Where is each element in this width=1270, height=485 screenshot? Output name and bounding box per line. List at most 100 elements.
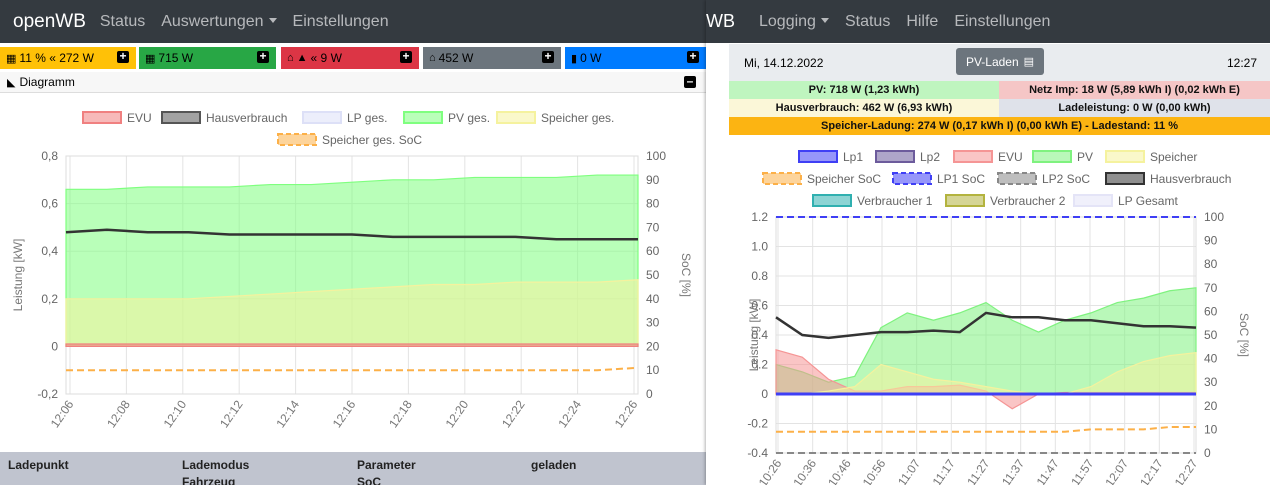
nav-einstellungen[interactable]: Einstellungen [954,12,1051,30]
x-tick-label: 12:27 [1172,456,1201,485]
date-label: Mi, 14.12.2022 [744,56,824,70]
y2-tick-label: 100 [646,149,666,163]
tile-speicher[interactable]: ▦ 11 % « 272 W + [0,47,136,69]
tile-haus-value: 452 W [438,51,474,65]
y-tick-label: -0,2 [37,387,58,401]
caret-down-icon [268,17,277,23]
status-row: Mi, 14.12.2022 PV-Laden ▤ 12:27 [729,44,1270,82]
x-tick-label: 11:17 [930,456,958,485]
legend-label-hausverbrauch: Hausverbrauch [206,111,287,125]
expand-icon[interactable]: + [687,50,699,63]
panel-title: Diagramm [19,75,75,89]
y2-tick-label: 10 [1204,422,1218,436]
series-speicher [776,352,1197,395]
x-tick-label: 12:20 [443,397,472,430]
tile-haus[interactable]: ⌂ 452 W + [423,47,561,69]
series-speicher-soc [776,426,1196,433]
nav-hilfe[interactable]: Hilfe [906,12,939,30]
ladepunkt-table-header: Ladepunkt Lademodus Parameter geladen Fa… [0,452,706,485]
col-fahrzeug: Fahrzeug [182,475,236,485]
tile-evu-value: « 9 W [310,51,342,65]
expand-icon[interactable]: + [257,50,269,63]
area-chart-icon: ◣ [7,76,16,89]
legend-swatch-verbraucher-1 [812,194,852,207]
collapse-icon[interactable]: – [684,75,696,88]
caret-down-icon [820,17,829,23]
legend-swatch-hausverbrauch [161,111,201,124]
battery-icon: ▦ [6,52,17,65]
y2-tick-label: 100 [1204,210,1224,224]
time-label: 12:27 [1226,56,1257,70]
x-tick-label: 10:46 [825,456,854,485]
x-tick-label: 12:22 [499,397,528,430]
col-ladepunkt: Ladepunkt [8,458,69,472]
y-tick-label: 0,6 [41,197,58,211]
pv-laden-button[interactable]: PV-Laden ▤ [956,48,1044,75]
left-navbar: openWB Status Auswertungen Einstellungen [0,0,706,43]
car-icon: ▤ [1023,56,1035,68]
y-tick-label: 0.8 [751,269,768,283]
expand-icon[interactable]: + [542,50,554,63]
legend-label-speicher-ges: Speicher ges. [541,111,614,125]
x-tick-label: 12:26 [612,397,641,430]
nav-auswertungen[interactable]: Auswertungen [161,12,277,31]
power-tiles: ▦ 11 % « 272 W + ▦ 715 W + ⌂ ▲ « 9 W + ⌂… [0,47,706,69]
y-tick-label: -0.2 [747,417,768,431]
left-window: openWB Status Auswertungen Einstellungen… [0,0,706,485]
col-parameter: Parameter [357,458,416,472]
tile-speicher-value: 11 % « 272 W [19,51,94,65]
right-window: WB Logging Status Hilfe Einstellungen Mi… [706,0,1270,485]
y2-tick-label: 30 [1204,375,1218,389]
y2-tick-label: 50 [646,268,660,282]
pv-laden-label: PV-Laden [965,54,1019,69]
legend-swatch-speicher-ges-soc [277,133,317,146]
y2-tick-label: 60 [1204,304,1218,318]
legend-swatch-lp1 [798,150,838,163]
y-tick-label: 0.6 [751,299,768,313]
legend-swatch-lp2 [875,150,915,163]
x-tick-label: 11:27 [964,456,992,485]
legend-swatch-speicher-ges [496,111,536,124]
brand[interactable]: WB [706,11,735,31]
brand[interactable]: openWB [13,10,86,32]
nav-status[interactable]: Status [844,12,891,30]
x-tick-label: 11:37 [999,456,1027,485]
y-tick-label: 0 [51,339,58,353]
x-tick-label: 12:06 [48,397,77,430]
y2-tick-label: 0 [646,387,653,401]
legend-label-lp2-soc: LP2 SoC [1042,172,1090,186]
x-tick-label: 12:12 [217,397,246,430]
tile-lp-value: 0 W [580,51,602,65]
y-tick-label: -0.4 [747,446,768,460]
legend-label-pv: PV [1077,150,1093,164]
y-tick-label: 0.4 [751,328,768,342]
home-icon: ⌂ [287,52,294,64]
y-axis-title: Leistung [kW] [11,239,25,312]
legend-swatch-lp1-soc [892,172,932,185]
tile-evu[interactable]: ⌂ ▲ « 9 W + [281,47,419,69]
legend-label-lp-gesamt: LP Gesamt [1118,194,1178,208]
nav-status[interactable]: Status [99,12,146,30]
solar-panel-icon: ▦ [145,52,156,65]
x-tick-label: 11:47 [1034,456,1062,485]
nav-auswertungen-label: Auswertungen [161,12,264,30]
info-pv: PV: 718 W (1,23 kWh) [729,81,999,99]
nav-einstellungen[interactable]: Einstellungen [292,12,389,30]
expand-icon[interactable]: + [400,50,412,63]
expand-icon[interactable]: + [117,50,129,63]
legend-swatch-evu [82,111,122,124]
x-tick-label: 12:14 [273,397,302,430]
tile-lp[interactable]: ▮ 0 W + [565,47,706,69]
home-icon: ⌂ [429,52,436,64]
legend-label-lp1: Lp1 [843,150,863,164]
x-tick-label: 11:57 [1068,456,1096,485]
tile-pv[interactable]: ▦ 715 W + [139,47,276,69]
x-tick-label: 12:24 [555,397,584,430]
series-speicher-ges [65,279,639,347]
nav-logging[interactable]: Logging [759,13,829,31]
info-lade: Ladeleistung: 0 W (0,00 kWh) [999,99,1270,117]
legend-label-lp2: Lp2 [920,150,940,164]
diagram-panel-header[interactable]: ◣ Diagramm – [0,72,706,93]
x-tick-label: 12:17 [1137,456,1166,485]
legend-label-lp1-soc: LP1 SoC [937,172,985,186]
